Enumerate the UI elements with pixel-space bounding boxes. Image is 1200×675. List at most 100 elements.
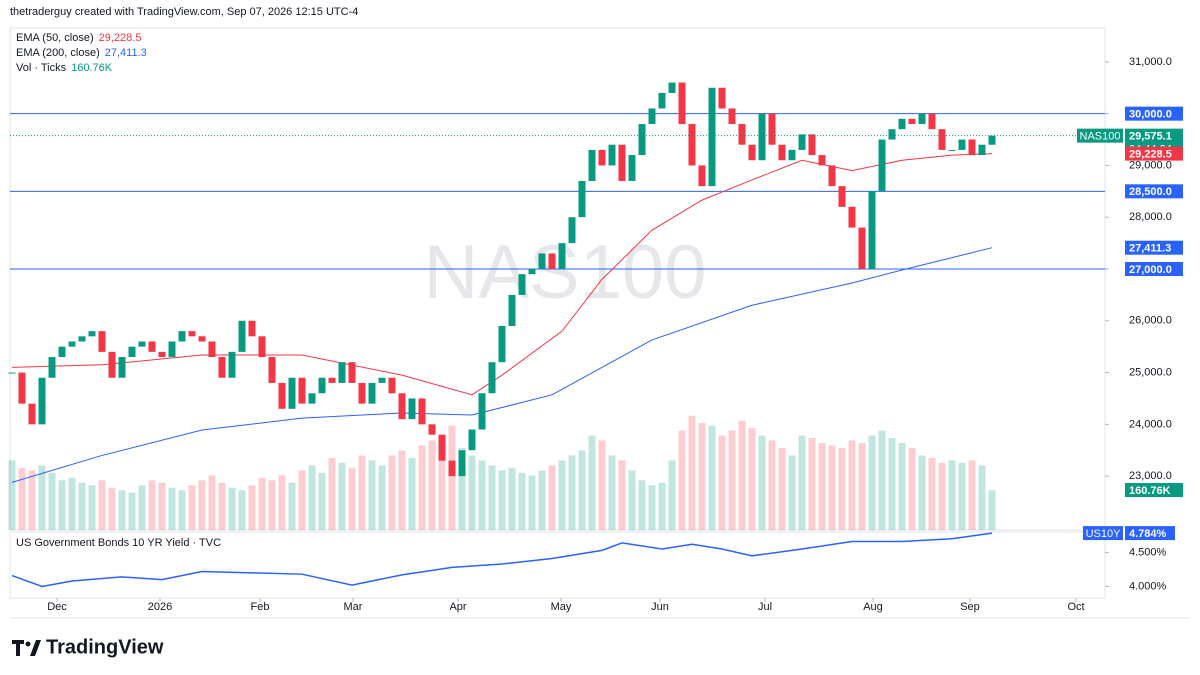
- candle-body: [208, 341, 216, 358]
- volume-bar: [608, 455, 616, 530]
- volume-bar: [478, 460, 486, 530]
- candle-body: [68, 341, 76, 347]
- legend-value: 160.76K: [71, 62, 113, 74]
- candle-body: [338, 362, 346, 383]
- x-tick-label: 2026: [148, 601, 172, 613]
- volume-bar: [78, 482, 86, 530]
- volume-bar: [688, 415, 696, 530]
- volume-bar: [298, 470, 306, 530]
- candle-body: [88, 331, 96, 337]
- level-label: 28,500.0: [1129, 186, 1172, 198]
- candle-body: [448, 460, 456, 477]
- volume-bar: [988, 490, 996, 530]
- volume-label: 160.76K: [1129, 485, 1171, 497]
- candle-body: [868, 191, 876, 269]
- volume-bar: [798, 435, 806, 530]
- candle-body: [668, 82, 676, 93]
- legend-name: EMA (200, close): [16, 47, 100, 59]
- candle-body: [688, 124, 696, 166]
- candle-body: [348, 362, 356, 383]
- candle-body: [138, 341, 146, 347]
- candle-body: [678, 82, 686, 124]
- candle-body: [18, 372, 26, 404]
- candle-body: [288, 377, 296, 409]
- volume-bar: [448, 425, 456, 530]
- candle-body: [968, 139, 976, 156]
- level-label: 27,000.0: [1129, 264, 1172, 276]
- candle-body: [108, 351, 116, 378]
- volume-bar: [598, 440, 606, 530]
- volume-bar: [58, 480, 66, 530]
- candle-body: [518, 274, 526, 295]
- volume-bar: [138, 485, 146, 530]
- level-label-box: [1125, 184, 1183, 199]
- level-label-box: [1125, 106, 1183, 121]
- candle-body: [618, 144, 626, 181]
- candle-body: [428, 424, 436, 435]
- volume-label-box: [1125, 483, 1183, 498]
- volume-bar: [498, 470, 506, 530]
- volume-bar: [418, 445, 426, 530]
- ema-label-box: [1125, 146, 1183, 161]
- volume-bar: [728, 430, 736, 530]
- x-tick-label: Jul: [758, 601, 772, 613]
- legend-entry: EMA (50, close) 29,228.5: [16, 32, 141, 44]
- candle-body: [418, 398, 426, 425]
- candle-body: [248, 320, 256, 337]
- candle-body: [78, 336, 86, 342]
- ema-line: [11, 153, 993, 396]
- candle-body: [578, 180, 586, 218]
- candle-body: [548, 253, 556, 269]
- ema-label: 27,411.3: [1129, 243, 1171, 255]
- candle-body: [488, 362, 496, 394]
- volume-bar: [68, 477, 76, 530]
- volume-bar: [908, 447, 916, 530]
- volume-bar: [848, 440, 856, 530]
- y-tick-label: 4.500%: [1129, 546, 1167, 558]
- candle-body: [878, 139, 886, 192]
- x-tick-label: Sep: [960, 601, 980, 613]
- volume-bar: [158, 482, 166, 530]
- volume-bar: [378, 465, 386, 530]
- ema-label-box: [1125, 240, 1183, 255]
- volume-bar: [538, 470, 546, 530]
- volume-bar: [888, 438, 896, 530]
- volume-bar: [438, 435, 446, 530]
- volume-bar: [18, 467, 26, 530]
- volume-bar: [458, 447, 466, 530]
- candle-body: [38, 377, 46, 425]
- yield-tag-text: US10Y: [1086, 528, 1122, 540]
- volume-bar: [398, 450, 406, 530]
- candle-body: [738, 124, 746, 145]
- volume-bar: [918, 455, 926, 530]
- x-tick-label: Apr: [449, 601, 466, 613]
- candle-body: [148, 341, 156, 352]
- candle-body: [598, 149, 606, 166]
- candle-body: [658, 92, 666, 109]
- level-label: 30,000.0: [1129, 109, 1172, 121]
- volume-bar: [308, 465, 316, 530]
- candle-body: [188, 331, 196, 337]
- volume-bar: [108, 487, 116, 530]
- volume-bar: [768, 440, 776, 530]
- volume-bar: [878, 430, 886, 530]
- volume-bar: [208, 475, 216, 530]
- yield-label-box: [1125, 526, 1175, 541]
- legend-entry: Vol · Ticks 160.76K: [16, 62, 113, 74]
- x-tick-label: Oct: [1067, 601, 1084, 613]
- candle-body: [888, 129, 896, 140]
- volume-bar: [938, 462, 946, 530]
- volume-bar: [48, 472, 56, 530]
- volume-bar: [218, 482, 226, 530]
- volume-bar: [748, 428, 756, 530]
- candle-body: [698, 165, 706, 187]
- volume-bar: [628, 470, 636, 530]
- volume-bar: [328, 457, 336, 530]
- volume-bar: [288, 482, 296, 530]
- volume-bar: [168, 487, 176, 530]
- y-tick-label: 26,000.0: [1129, 315, 1172, 327]
- candle-body: [398, 393, 406, 420]
- candle-body: [378, 377, 386, 383]
- volume-bar: [268, 480, 276, 530]
- candle-body: [308, 393, 316, 404]
